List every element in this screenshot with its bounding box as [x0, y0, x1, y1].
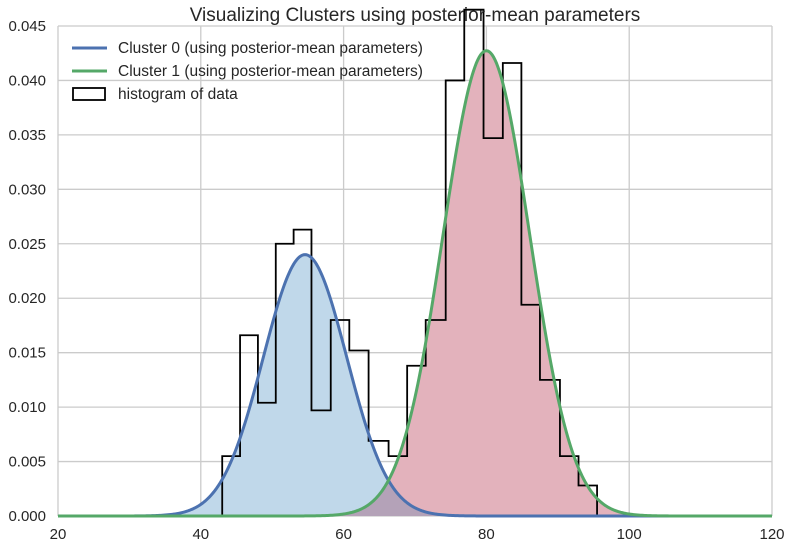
y-tick-label: 0.015 [8, 345, 46, 362]
y-tick-label: 0.040 [8, 72, 46, 89]
x-tick-label: 20 [50, 526, 67, 543]
y-tick-label: 0.005 [8, 454, 46, 471]
x-axis-ticks: 20 40 60 80 100 120 [50, 526, 785, 543]
y-tick-label: 0.045 [8, 18, 46, 35]
x-tick-label: 120 [759, 526, 784, 543]
legend-label: histogram of data [118, 86, 238, 103]
y-axis-ticks: 0.000 0.005 0.010 0.015 0.020 0.025 0.030 0.035… [8, 18, 46, 525]
cluster-1-fill [58, 50, 772, 516]
y-tick-label: 0.030 [8, 181, 46, 198]
y-tick-label: 0.000 [8, 508, 46, 525]
legend-label: Cluster 1 (using posterior-mean paramete… [118, 63, 423, 80]
y-tick-label: 0.025 [8, 236, 46, 253]
legend-label: Cluster 0 (using posterior-mean paramete… [118, 40, 423, 57]
x-tick-label: 60 [335, 526, 352, 543]
density-fills [58, 50, 772, 516]
density-curves [58, 49, 772, 518]
cluster-1-line [58, 49, 772, 518]
chart-title: Visualizing Clusters using posterior-mea… [190, 5, 641, 26]
histogram-outline [221, 8, 598, 516]
y-tick-label: 0.035 [8, 127, 46, 144]
grid [57, 25, 773, 517]
legend-swatch [72, 87, 106, 101]
legend: Cluster 0 (using posterior-mean paramete… [72, 40, 423, 103]
histogram [221, 8, 598, 516]
y-tick-label: 0.010 [8, 399, 46, 416]
y-tick-label: 0.020 [8, 290, 46, 307]
x-tick-label: 100 [617, 526, 642, 543]
x-tick-label: 80 [478, 526, 495, 543]
x-tick-label: 40 [192, 526, 209, 543]
